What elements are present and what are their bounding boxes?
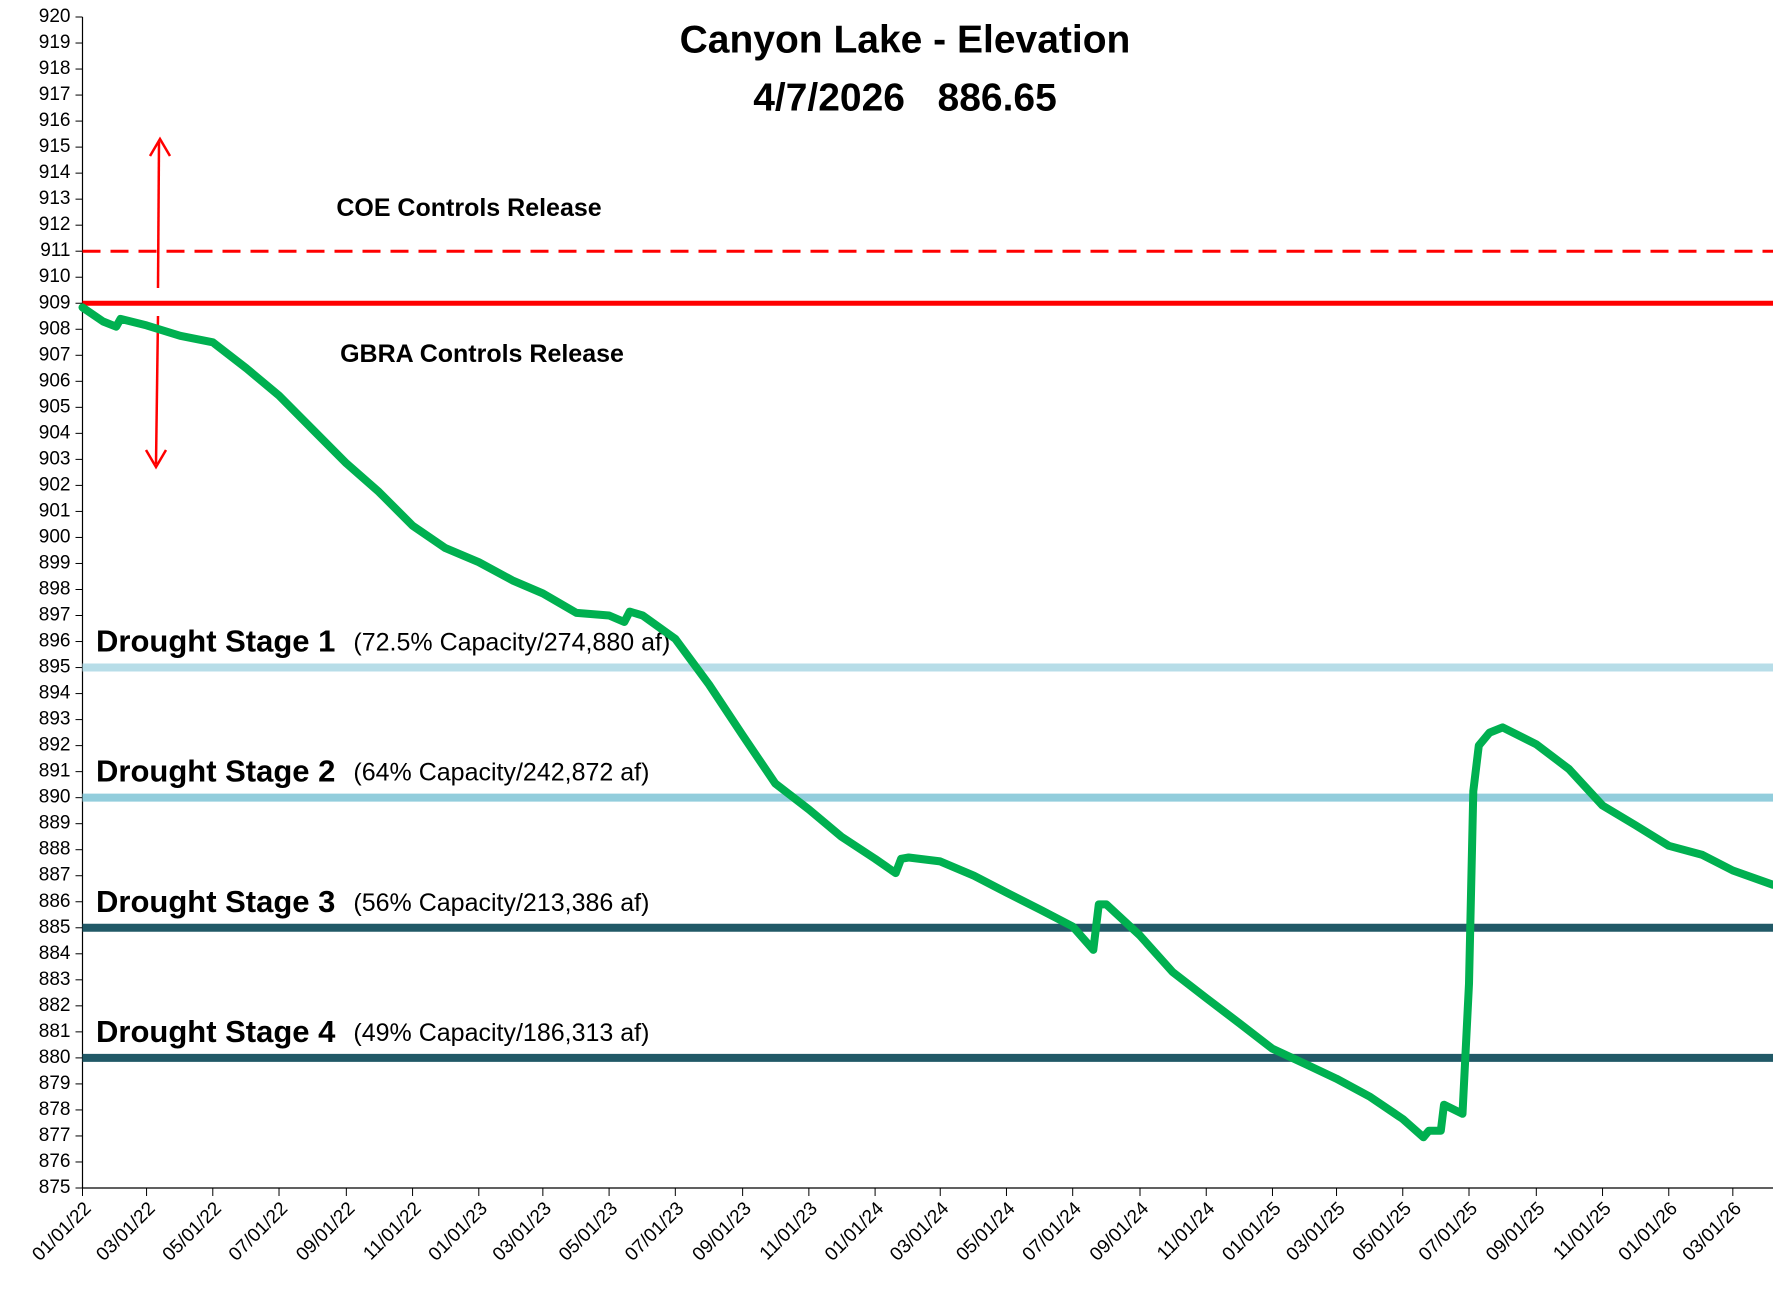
y-tick-label: 913 (39, 188, 71, 209)
x-tick-label: 03/01/26 (1679, 1198, 1746, 1265)
arrow-head-down (144, 449, 168, 470)
stage-note: (64% Capacity/242,872 af) (353, 758, 649, 786)
y-tick-label: 876 (39, 1151, 71, 1172)
y-tick-label: 915 (39, 136, 71, 157)
y-tick-label: 905 (39, 396, 71, 417)
y-tick-label: 886 (39, 891, 71, 912)
x-tick-label: 07/01/23 (621, 1198, 688, 1265)
y-tick-label: 919 (39, 32, 71, 53)
y-tick-label: 893 (39, 709, 71, 730)
y-tick-label: 904 (39, 422, 71, 443)
x-tick-label: 11/01/24 (1153, 1198, 1219, 1264)
stage-name: Drought Stage 1 (96, 624, 335, 659)
y-tick-label: 901 (39, 500, 71, 521)
stage-name: Drought Stage 2 (96, 754, 335, 789)
stage-label: Drought Stage 2 (64% Capacity/242,872 af) (96, 754, 649, 789)
x-tick-label: 03/01/25 (1282, 1198, 1349, 1265)
y-tick-label: 896 (39, 631, 71, 652)
y-tick-label: 889 (39, 813, 71, 834)
release-label: COE Controls Release (336, 194, 601, 222)
y-tick-label: 880 (39, 1047, 71, 1068)
y-tick-label: 883 (39, 969, 71, 990)
y-tick-label: 884 (39, 943, 71, 964)
chart-title: Canyon Lake - Elevation (680, 18, 1131, 61)
x-tick-label: 03/01/24 (886, 1198, 953, 1265)
y-tick-label: 903 (39, 448, 71, 469)
y-tick-label: 912 (39, 214, 71, 235)
chart-subtitle: 4/7/2026 886.65 (753, 76, 1057, 119)
y-tick-label: 900 (39, 526, 71, 547)
x-tick-label: 07/01/22 (225, 1198, 292, 1265)
y-tick-label: 891 (39, 761, 71, 782)
elevation-line (78, 303, 1773, 1142)
x-tick-label: 05/01/25 (1349, 1198, 1416, 1265)
x-tick-label: 11/01/22 (359, 1198, 425, 1264)
y-tick-label: 898 (39, 579, 71, 600)
y-tick-label: 895 (39, 657, 71, 678)
y-tick-label: 906 (39, 370, 71, 391)
y-tick-label: 914 (39, 162, 71, 183)
y-tick-label: 885 (39, 917, 71, 938)
y-tick-label: 888 (39, 839, 71, 860)
y-tick-label: 916 (39, 110, 71, 131)
stage-label: Drought Stage 4 (49% Capacity/186,313 af) (96, 1014, 649, 1049)
release-arrow (144, 136, 172, 470)
y-tick-label: 887 (39, 865, 71, 886)
y-tick-label: 879 (39, 1073, 71, 1094)
stage-note: (56% Capacity/213,386 af) (353, 888, 649, 916)
x-tick-label: 11/01/25 (1549, 1198, 1615, 1264)
y-tick-label: 882 (39, 995, 71, 1016)
y-tick-label: 899 (39, 552, 71, 573)
stage-name: Drought Stage 4 (96, 1014, 336, 1049)
stage-label: Drought Stage 3 (56% Capacity/213,386 af) (96, 884, 649, 919)
x-tick-label: 03/01/22 (92, 1198, 159, 1265)
stage-name: Drought Stage 3 (96, 884, 335, 919)
y-tick-label: 907 (39, 344, 71, 365)
y-tick-label: 894 (39, 683, 71, 704)
y-tick-label: 910 (39, 266, 71, 287)
x-tick-label: 11/01/23 (756, 1198, 822, 1264)
arrow-shaft-down (154, 315, 160, 465)
x-tick-label: 07/01/24 (1019, 1198, 1086, 1265)
x-tick-label: 05/01/22 (159, 1198, 226, 1265)
x-tick-label: 05/01/24 (952, 1198, 1019, 1265)
arrow-shaft-up (156, 141, 161, 289)
y-tick-label: 920 (39, 6, 71, 27)
y-tick-label: 897 (39, 605, 71, 626)
arrow-head-up (148, 136, 172, 157)
x-tick-label: 09/01/25 (1482, 1198, 1549, 1265)
y-tick-label: 902 (39, 474, 71, 495)
y-tick-label: 911 (40, 240, 70, 261)
y-tick-label: 892 (39, 735, 71, 756)
stage-label: Drought Stage 1 (72.5% Capacity/274,880 a… (96, 624, 670, 659)
x-tick-label: 01/01/22 (28, 1198, 95, 1265)
y-tick-label: 881 (39, 1021, 71, 1042)
stage-note: (49% Capacity/186,313 af) (353, 1018, 649, 1046)
x-tick-label: 01/01/26 (1615, 1198, 1682, 1265)
x-tick-label: 09/01/22 (292, 1198, 359, 1265)
y-tick-label: 877 (39, 1125, 71, 1146)
y-tick-label: 918 (39, 58, 71, 79)
stage-note: (72.5% Capacity/274,880 af) (353, 628, 670, 656)
y-tick-label: 909 (39, 292, 71, 313)
x-tick-label: 07/01/25 (1415, 1198, 1482, 1265)
y-tick-label: 875 (39, 1177, 71, 1198)
release-label: GBRA Controls Release (340, 340, 624, 368)
x-tick-label: 01/01/23 (425, 1198, 492, 1265)
y-tick-label: 890 (39, 787, 71, 808)
x-tick-label: 09/01/23 (689, 1198, 756, 1265)
y-tick-label: 917 (39, 84, 71, 105)
y-tick-label: 878 (39, 1099, 71, 1120)
x-tick-label: 05/01/23 (555, 1198, 622, 1265)
y-tick-label: 908 (39, 318, 71, 339)
x-tick-label: 09/01/24 (1086, 1198, 1153, 1265)
x-tick-label: 01/01/25 (1218, 1198, 1285, 1265)
x-tick-label: 03/01/23 (489, 1198, 556, 1265)
x-tick-label: 01/01/24 (821, 1198, 888, 1265)
